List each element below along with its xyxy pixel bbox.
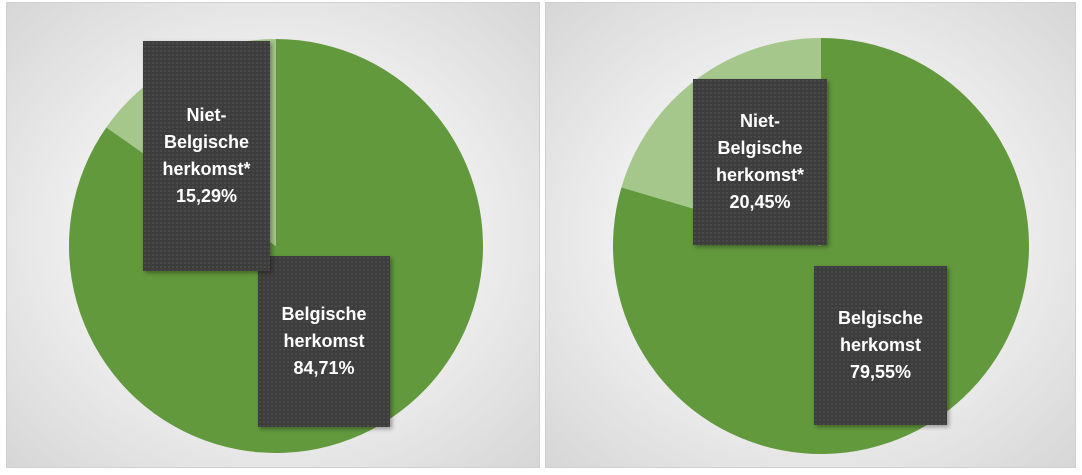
data-label-category: Belgische herkomst <box>281 304 367 351</box>
data-label: Niet-Belgische herkomst* 20,45% <box>693 79 827 245</box>
data-label-value: 20,45% <box>729 192 791 212</box>
data-label-category: Niet-Belgische herkomst* <box>715 111 805 185</box>
data-label-value: 84,71% <box>293 358 355 378</box>
data-label: Belgische herkomst 79,55% <box>814 266 947 425</box>
data-label-value: 79,55% <box>849 362 912 382</box>
chart-panel: Belgische herkomst 84,71% Niet-Belgische h… <box>6 2 540 468</box>
data-label-category: Niet-Belgische herkomst* <box>162 105 251 179</box>
data-label-value: 15,29% <box>175 186 238 206</box>
data-label: Niet-Belgische herkomst* 15,29% <box>143 41 270 271</box>
data-label: Belgische herkomst 84,71% <box>258 256 390 427</box>
data-label-category: Belgische herkomst <box>837 308 924 355</box>
chart-panel: Belgische herkomst 79,55% Niet-Belgische h… <box>545 2 1076 468</box>
